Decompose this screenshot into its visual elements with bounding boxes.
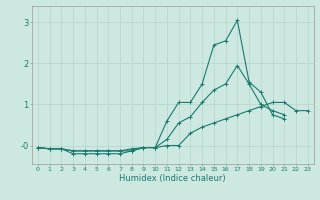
X-axis label: Humidex (Indice chaleur): Humidex (Indice chaleur) — [119, 174, 226, 183]
